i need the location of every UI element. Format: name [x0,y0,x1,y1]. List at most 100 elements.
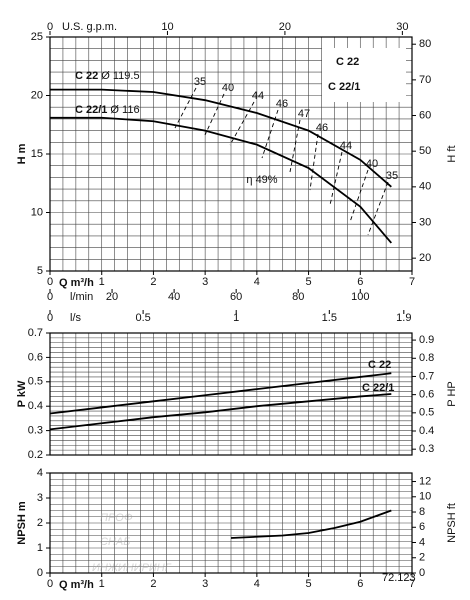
lps_axis-tick-label: 0.5 [135,312,150,324]
y-tick-label: 0.7 [28,327,43,339]
chart-subtitle: C 22/1 [328,81,360,93]
efficiency-label: 47 [298,108,310,120]
efficiency-line [367,181,389,236]
y2-tick-label: 6 [419,521,425,533]
y-tick-label: 0.3 [28,425,43,437]
y2-tick-label: 40 [419,181,431,193]
efficiency-line [289,119,301,173]
y2-tick-label: 80 [419,38,431,50]
x-tick-label: 2 [150,578,156,590]
watermark: СНАБ [100,536,130,548]
y2-axis-label: P HP [446,381,458,406]
efficiency-line [229,101,255,146]
line-series [49,372,392,415]
y2-tick-label: 20 [419,252,431,264]
efficiency-label: 40 [366,158,378,170]
y2-tick-label: 60 [419,109,431,121]
plot-frame [49,332,413,456]
efficiency-label: η 49% [246,174,277,186]
lmin_axis-label: l/min [70,291,93,303]
lps_axis-tick-label: 1.9 [396,312,411,324]
y2-tick-label: 0.9 [419,334,434,346]
y2-tick-label: 10 [419,491,431,503]
y2-tick-label: 0 [419,567,425,579]
x-tick-label: 0 [47,276,53,288]
efficiency-label: 35 [386,170,398,182]
efficiency-line [174,87,197,129]
chart-title: C 22 [336,56,359,68]
gpm_axis-tick-label: 0 [47,21,53,33]
title-box [322,48,406,102]
y-tick-label: 10 [31,206,43,218]
y2-tick-label: 4 [419,536,425,548]
y2-tick-label: 30 [419,216,431,228]
y-tick-label: 5 [37,265,43,277]
series-name: C 22 [75,70,98,82]
efficiency-line [261,109,279,159]
efficiency-line [309,133,319,191]
y2-tick-label: 70 [419,74,431,86]
x-tick-label: 1 [99,578,105,590]
gpm_axis-tick-label: 30 [396,21,408,33]
series-label: C 22 Ø 119.5 [75,70,140,82]
lmin_axis-tick-label: 40 [168,291,180,303]
lmin_axis-tick-label: 60 [230,291,242,303]
series-label: C 22 [368,359,391,371]
lps_axis-tick-label: 0 [47,312,53,324]
x-tick-label: 6 [357,578,363,590]
lmin_axis-tick-label: 20 [106,291,118,303]
x-axis-label: Q m³/h [59,579,94,591]
y-tick-label: 20 [31,89,43,101]
y2-tick-label: 0.6 [419,389,434,401]
x-tick-label: 7 [409,276,415,288]
lps_axis-label: l/s [70,312,82,324]
efficiency-label: 40 [222,82,234,94]
efficiency-label: 46 [316,122,328,134]
efficiency-line [204,93,225,136]
gpm_axis-label: U.S. g.p.m. [62,21,117,33]
y2-axis-label: H ft [446,145,458,162]
y2-tick-label: 8 [419,506,425,518]
x-tick-label: 7 [409,578,415,590]
y-tick-label: 1 [37,542,43,554]
y2-tick-label: 0.8 [419,352,434,364]
line-series [230,509,392,539]
y-tick-label: 0.2 [28,449,43,461]
lmin_axis-tick-label: 100 [351,291,369,303]
efficiency-line [349,169,369,223]
y2-tick-label: 2 [419,552,425,564]
watermark: ИНЖИНИРИНГ [92,562,172,574]
x-tick-label: 3 [202,276,208,288]
series-name: C 22/1 [75,104,107,116]
efficiency-line [329,151,343,206]
series-diameter: Ø 119.5 [101,70,139,82]
x-tick-label: 2 [150,276,156,288]
y2-tick-label: 50 [419,145,431,157]
series-label: C 22/1 Ø 116 [75,104,140,116]
lmin_axis-tick-label: 0 [47,291,53,303]
y-axis-label: P kW [16,380,28,407]
efficiency-label: 46 [276,98,288,110]
x-tick-label: 1 [99,276,105,288]
lps_axis-tick-label: 1.5 [322,312,337,324]
x-tick-label: 5 [306,276,312,288]
x-tick-label: 4 [254,276,260,288]
x-tick-label: 6 [357,276,363,288]
y-tick-label: 0.6 [28,351,43,363]
y-axis-label: H m [16,143,28,164]
x-tick-label: 0 [47,578,53,590]
series-diameter: Ø 116 [110,104,139,116]
lmin_axis-tick-label: 80 [292,291,304,303]
x-tick-label: 4 [254,578,260,590]
y-tick-label: 0.5 [28,376,43,388]
series-label: C 22/1 [362,382,394,394]
efficiency-label: 44 [252,90,264,102]
chart-code: 72.123 [382,572,416,584]
efficiency-label: 35 [194,76,206,88]
y-tick-label: 0 [37,567,43,579]
y-tick-label: 3 [37,492,43,504]
efficiency-label: 44 [340,140,352,152]
x-tick-label: 5 [306,578,312,590]
gpm_axis-tick-label: 20 [279,21,291,33]
